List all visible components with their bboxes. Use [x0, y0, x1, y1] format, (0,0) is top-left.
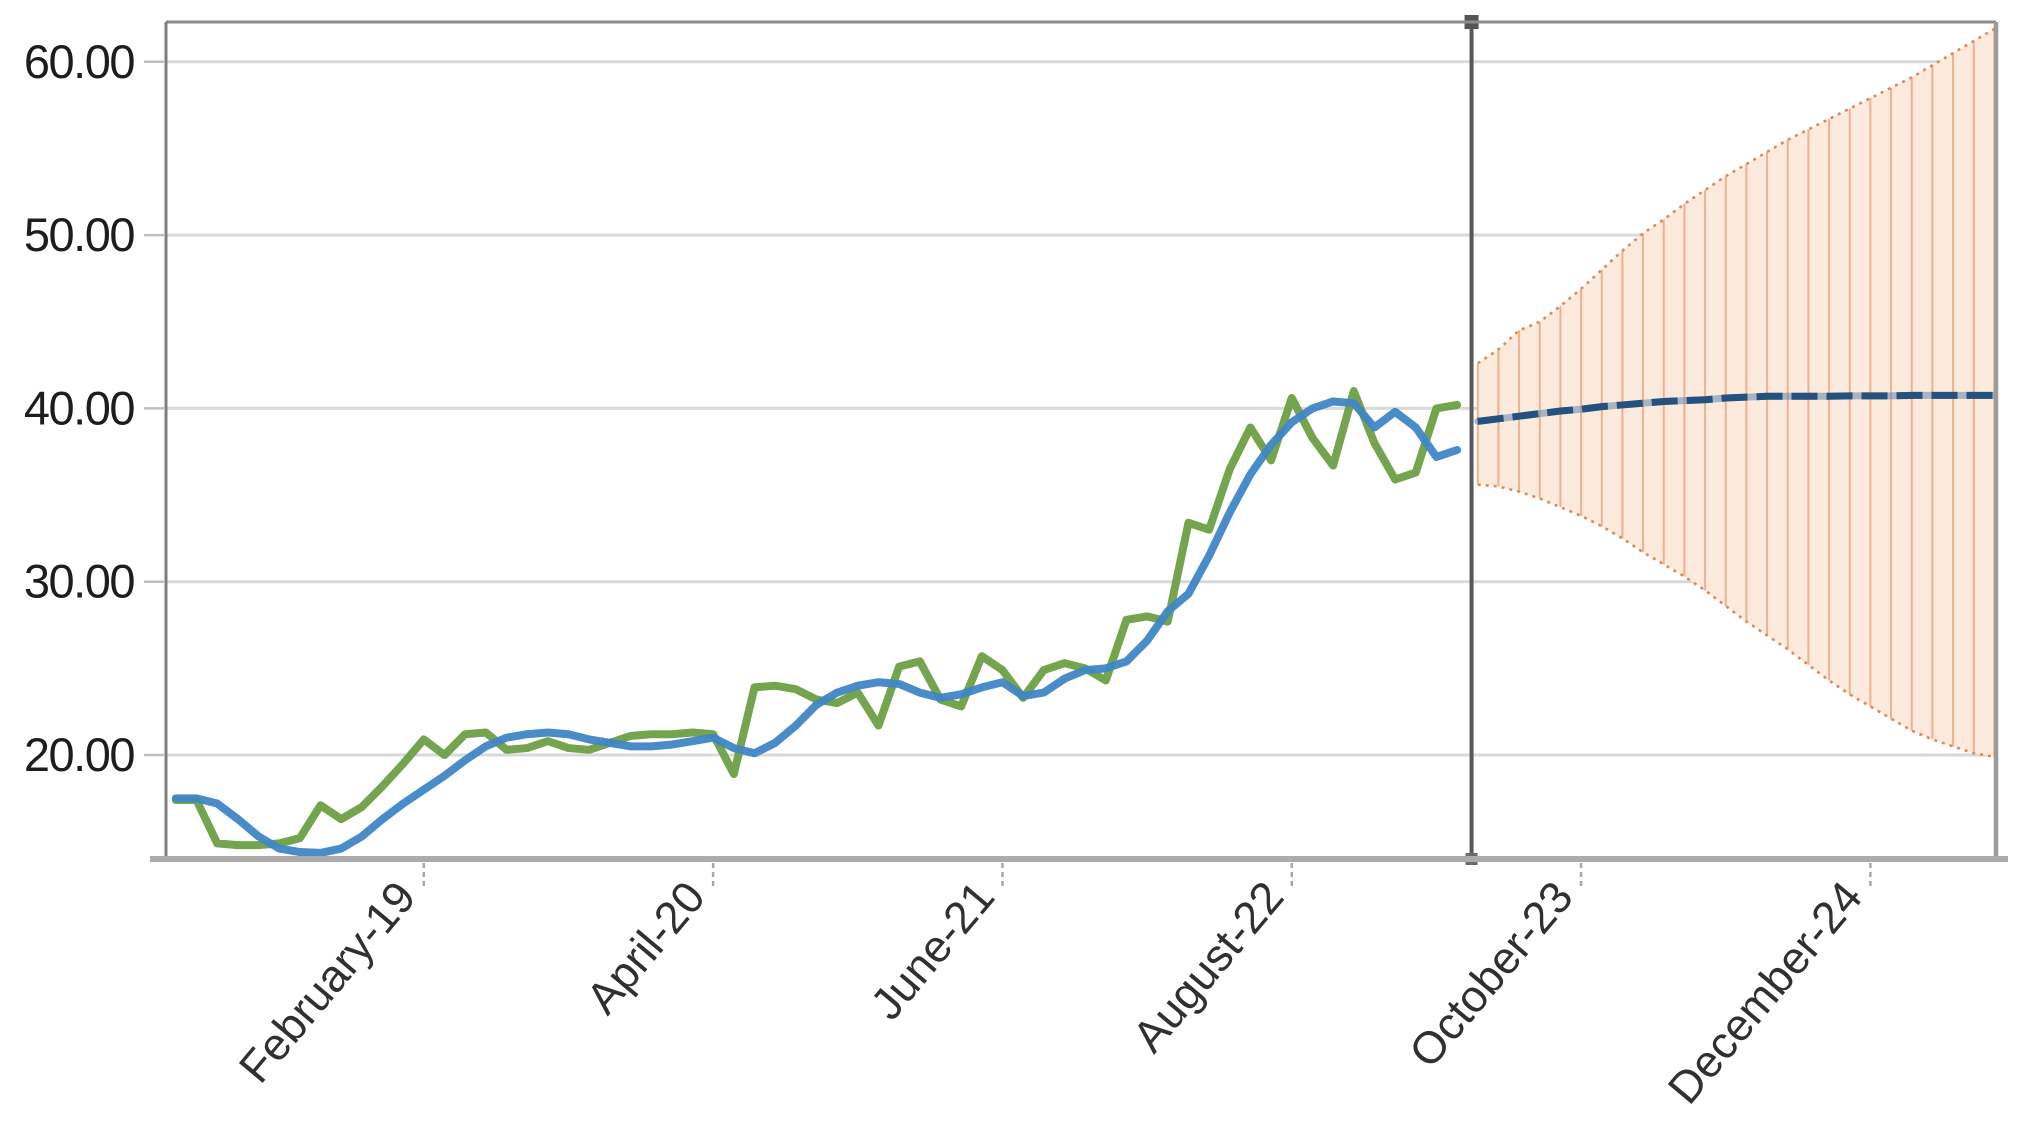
y-tick-label: 20.00 [24, 728, 134, 781]
y-tick-label: 30.00 [24, 555, 134, 608]
forecast-line [1477, 391, 1995, 425]
actual-series-line [171, 387, 1462, 850]
confidence-band-upper-edge [1477, 27, 1996, 365]
y-tick-label: 40.00 [24, 381, 134, 434]
confidence-band-fill [1477, 28, 1995, 757]
fitted-series-line [171, 397, 1462, 857]
y-tick-label: 50.00 [24, 208, 134, 261]
y-tick-label: 60.00 [24, 35, 134, 88]
confidence-band-lower-edge [1477, 483, 1995, 759]
